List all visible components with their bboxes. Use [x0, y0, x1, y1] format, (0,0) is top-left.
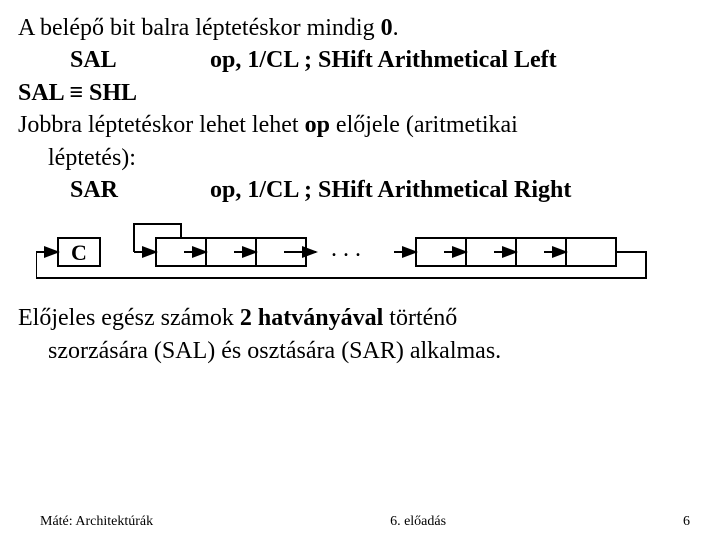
svg-text:C: C	[71, 240, 87, 265]
right1a: Jobbra léptetéskor lehet lehet	[18, 112, 305, 138]
right1c: előjele (aritmetikai	[330, 112, 518, 138]
right-line-2: léptetés):	[18, 142, 702, 174]
bottom1b: 2 hatványával	[240, 305, 383, 331]
intro-post: .	[393, 15, 399, 41]
intro-zero: 0	[381, 15, 393, 41]
intro-pre: A belépő bit balra léptetéskor mindig	[18, 15, 381, 41]
sar-row: SAR op, 1/CL ; SHift Arithmetical Right	[18, 174, 702, 206]
right1b: op	[305, 112, 330, 138]
sar-mnemonic: SAR	[70, 174, 210, 206]
sar-diagram: C . . .	[36, 216, 696, 286]
sal-row: SAL op, 1/CL ; SHift Arithmetical Left	[18, 44, 702, 76]
right-line-1: Jobbra léptetéskor lehet lehet op előjel…	[18, 109, 702, 141]
intro-line: A belépő bit balra léptetéskor mindig 0.	[18, 12, 702, 44]
bottom-line-2: szorzására (SAL) és osztására (SAR) alka…	[18, 335, 702, 367]
footer-left: Máté: Architektúrák	[40, 514, 153, 530]
bottom1c: történő	[383, 305, 457, 331]
footer-center: 6. előadás	[390, 514, 446, 530]
sar-rest: op, 1/CL ; SHift Arithmetical Right	[210, 174, 571, 206]
sar-diagram-svg: C . . .	[36, 216, 696, 286]
equiv-line: SAL ≡ SHL	[18, 77, 702, 109]
svg-text:. . .: . . .	[331, 236, 361, 262]
slide-body: A belépő bit balra léptetéskor mindig 0.…	[18, 12, 702, 367]
footer: Máté: Architektúrák 6. előadás 6	[0, 514, 720, 530]
bottom1a: Előjeles egész számok	[18, 305, 240, 331]
footer-right: 6	[683, 514, 690, 530]
sal-mnemonic: SAL	[70, 44, 210, 76]
sal-rest: op, 1/CL ; SHift Arithmetical Left	[210, 44, 557, 76]
bottom-line-1: Előjeles egész számok 2 hatványával tört…	[18, 302, 702, 334]
